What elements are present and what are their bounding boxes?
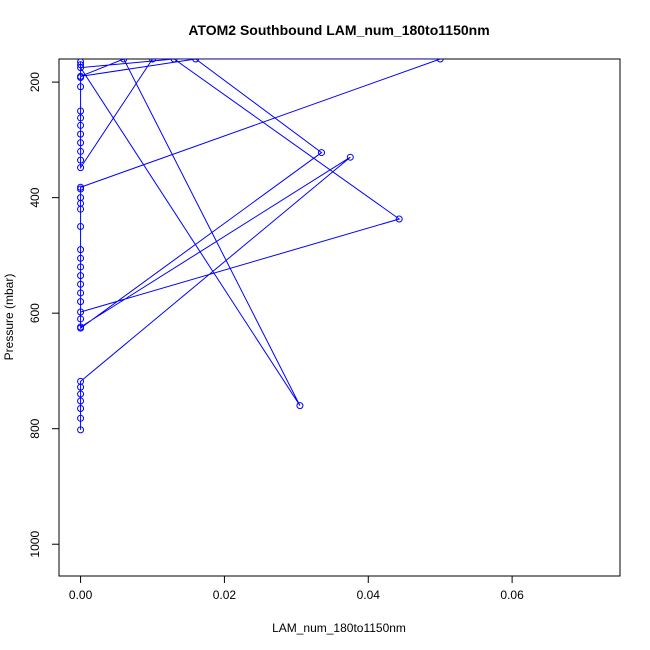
data-point: [77, 280, 85, 288]
y-tick-label: 200: [28, 72, 42, 92]
data-point: [77, 183, 85, 191]
series-layer: [77, 59, 444, 434]
data-point: [170, 59, 178, 63]
data-point: [395, 215, 403, 223]
data-point: [77, 114, 85, 122]
data-point: [77, 139, 85, 147]
data-point: [77, 308, 85, 316]
data-point: [77, 289, 85, 297]
data-point: [77, 156, 85, 164]
data-point: [149, 59, 156, 63]
x-tick-label: 0.02: [213, 588, 237, 602]
data-point: [77, 194, 85, 202]
data-point: [77, 254, 85, 262]
y-tick-label: 600: [28, 303, 42, 323]
data-point: [77, 324, 85, 332]
data-point: [77, 61, 85, 69]
data-point: [77, 73, 85, 81]
data-point: [77, 59, 85, 66]
x-tick-label: 0.06: [500, 588, 524, 602]
y-tick-label: 400: [28, 187, 42, 207]
data-point: [346, 153, 354, 161]
data-point: [436, 59, 444, 63]
data-point: [77, 107, 85, 115]
data-point: [77, 147, 85, 155]
x-tick-label: 0.04: [357, 588, 381, 602]
y-tick-label: 1000: [28, 531, 42, 558]
y-axis: 200 400 600 800 1000: [28, 72, 59, 558]
data-point: [77, 390, 85, 398]
data-point: [77, 246, 85, 254]
y-axis-label: Pressure (mbar): [2, 274, 16, 361]
data-point: [77, 377, 85, 385]
data-point: [77, 164, 85, 172]
data-point: [318, 149, 326, 157]
data-point: [296, 402, 304, 410]
y-tick-label: 800: [28, 418, 42, 438]
x-axis: 0.00 0.02 0.04 0.06: [69, 576, 524, 602]
data-point: [77, 426, 85, 434]
data-point: [77, 263, 85, 271]
data-point: [77, 223, 85, 231]
x-tick-label: 0.00: [69, 588, 93, 602]
data-point: [77, 315, 85, 323]
data-point: [77, 397, 85, 405]
chart-title: ATOM2 Southbound LAM_num_180to1150nm: [188, 22, 489, 38]
data-point: [77, 404, 85, 412]
data-point: [77, 414, 85, 422]
data-point: [192, 59, 200, 63]
data-point: [77, 130, 85, 138]
x-axis-label: LAM_num_180to1150nm: [272, 621, 406, 635]
data-point: [77, 298, 85, 306]
data-point: [120, 59, 128, 63]
data-point: [77, 83, 85, 91]
data-point: [77, 121, 85, 129]
data-point: [77, 272, 85, 280]
